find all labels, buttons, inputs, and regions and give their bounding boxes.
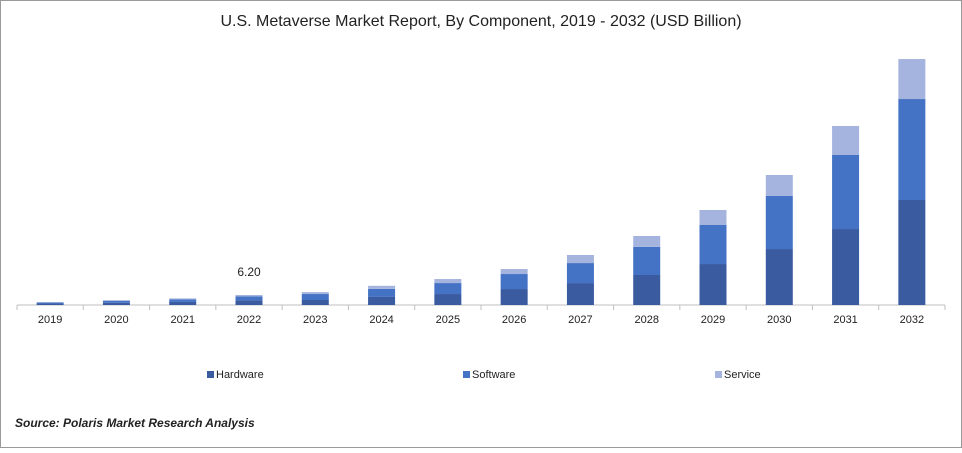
legend-swatch: [207, 371, 214, 378]
bar-segment: [501, 289, 528, 305]
bar-segment: [236, 295, 263, 296]
x-tick-label: 2028: [634, 314, 658, 326]
bar-segment: [700, 225, 727, 264]
x-tick-label: 2024: [369, 314, 393, 326]
bar-segment: [37, 303, 64, 304]
bar-segment: [501, 274, 528, 289]
bar-segment: [567, 283, 594, 305]
chart-title: U.S. Metaverse Market Report, By Compone…: [220, 13, 741, 30]
bar-segment: [633, 247, 660, 275]
bar-segment: [766, 249, 793, 305]
bar-segment: [368, 286, 395, 289]
x-tick-label: 2030: [767, 314, 791, 326]
bar-segment: [700, 264, 727, 305]
bar-segment: [567, 255, 594, 263]
legend-label: Service: [724, 369, 761, 381]
bar-segment: [236, 300, 263, 305]
bar-segment: [633, 275, 660, 305]
x-tick-label: 2023: [303, 314, 327, 326]
bar-segment: [368, 297, 395, 305]
x-tick-label: 2029: [701, 314, 725, 326]
bar-segment: [434, 294, 461, 305]
x-tick-label: 2027: [568, 314, 592, 326]
bar-segment: [700, 210, 727, 225]
bar-segment: [832, 155, 859, 229]
bar-segment: [302, 300, 329, 305]
bar-segment: [37, 304, 64, 305]
legend-label: Software: [472, 369, 515, 381]
bar-segment: [103, 303, 130, 305]
bar-segment: [898, 59, 925, 99]
bar-segment: [633, 236, 660, 247]
bar-segment: [766, 175, 793, 196]
bar-segment: [103, 300, 130, 301]
annotation: 6.20: [237, 265, 261, 279]
bar-segment: [832, 126, 859, 155]
x-tick-label: 2032: [900, 314, 924, 326]
bar-segment: [898, 99, 925, 200]
source: Source: Polaris Market Research Analysis: [15, 416, 255, 430]
legend-swatch: [715, 371, 722, 378]
bar-segment: [368, 289, 395, 297]
legend-swatch: [463, 371, 470, 378]
bar-segment: [169, 298, 196, 299]
bar-segment: [501, 269, 528, 274]
bar-segment: [302, 294, 329, 300]
bar-segment: [766, 196, 793, 249]
bar-segment: [169, 302, 196, 305]
bar-segment: [567, 263, 594, 283]
x-tick-label: 2020: [104, 314, 128, 326]
bar-segment: [434, 283, 461, 294]
x-tick-label: 2019: [38, 314, 62, 326]
x-tick-label: 2031: [833, 314, 857, 326]
bar-segment: [169, 299, 196, 302]
bar-segment: [236, 296, 263, 300]
bar-segment: [103, 301, 130, 303]
legend-label: Hardware: [216, 369, 264, 381]
x-tick-label: 2022: [237, 314, 261, 326]
bar-segment: [434, 279, 461, 283]
bar-segment: [832, 229, 859, 305]
x-tick-label: 2025: [436, 314, 460, 326]
bar-segment: [898, 200, 925, 305]
x-tick-label: 2026: [502, 314, 526, 326]
bar-segment: [302, 292, 329, 294]
x-tick-label: 2021: [170, 314, 194, 326]
